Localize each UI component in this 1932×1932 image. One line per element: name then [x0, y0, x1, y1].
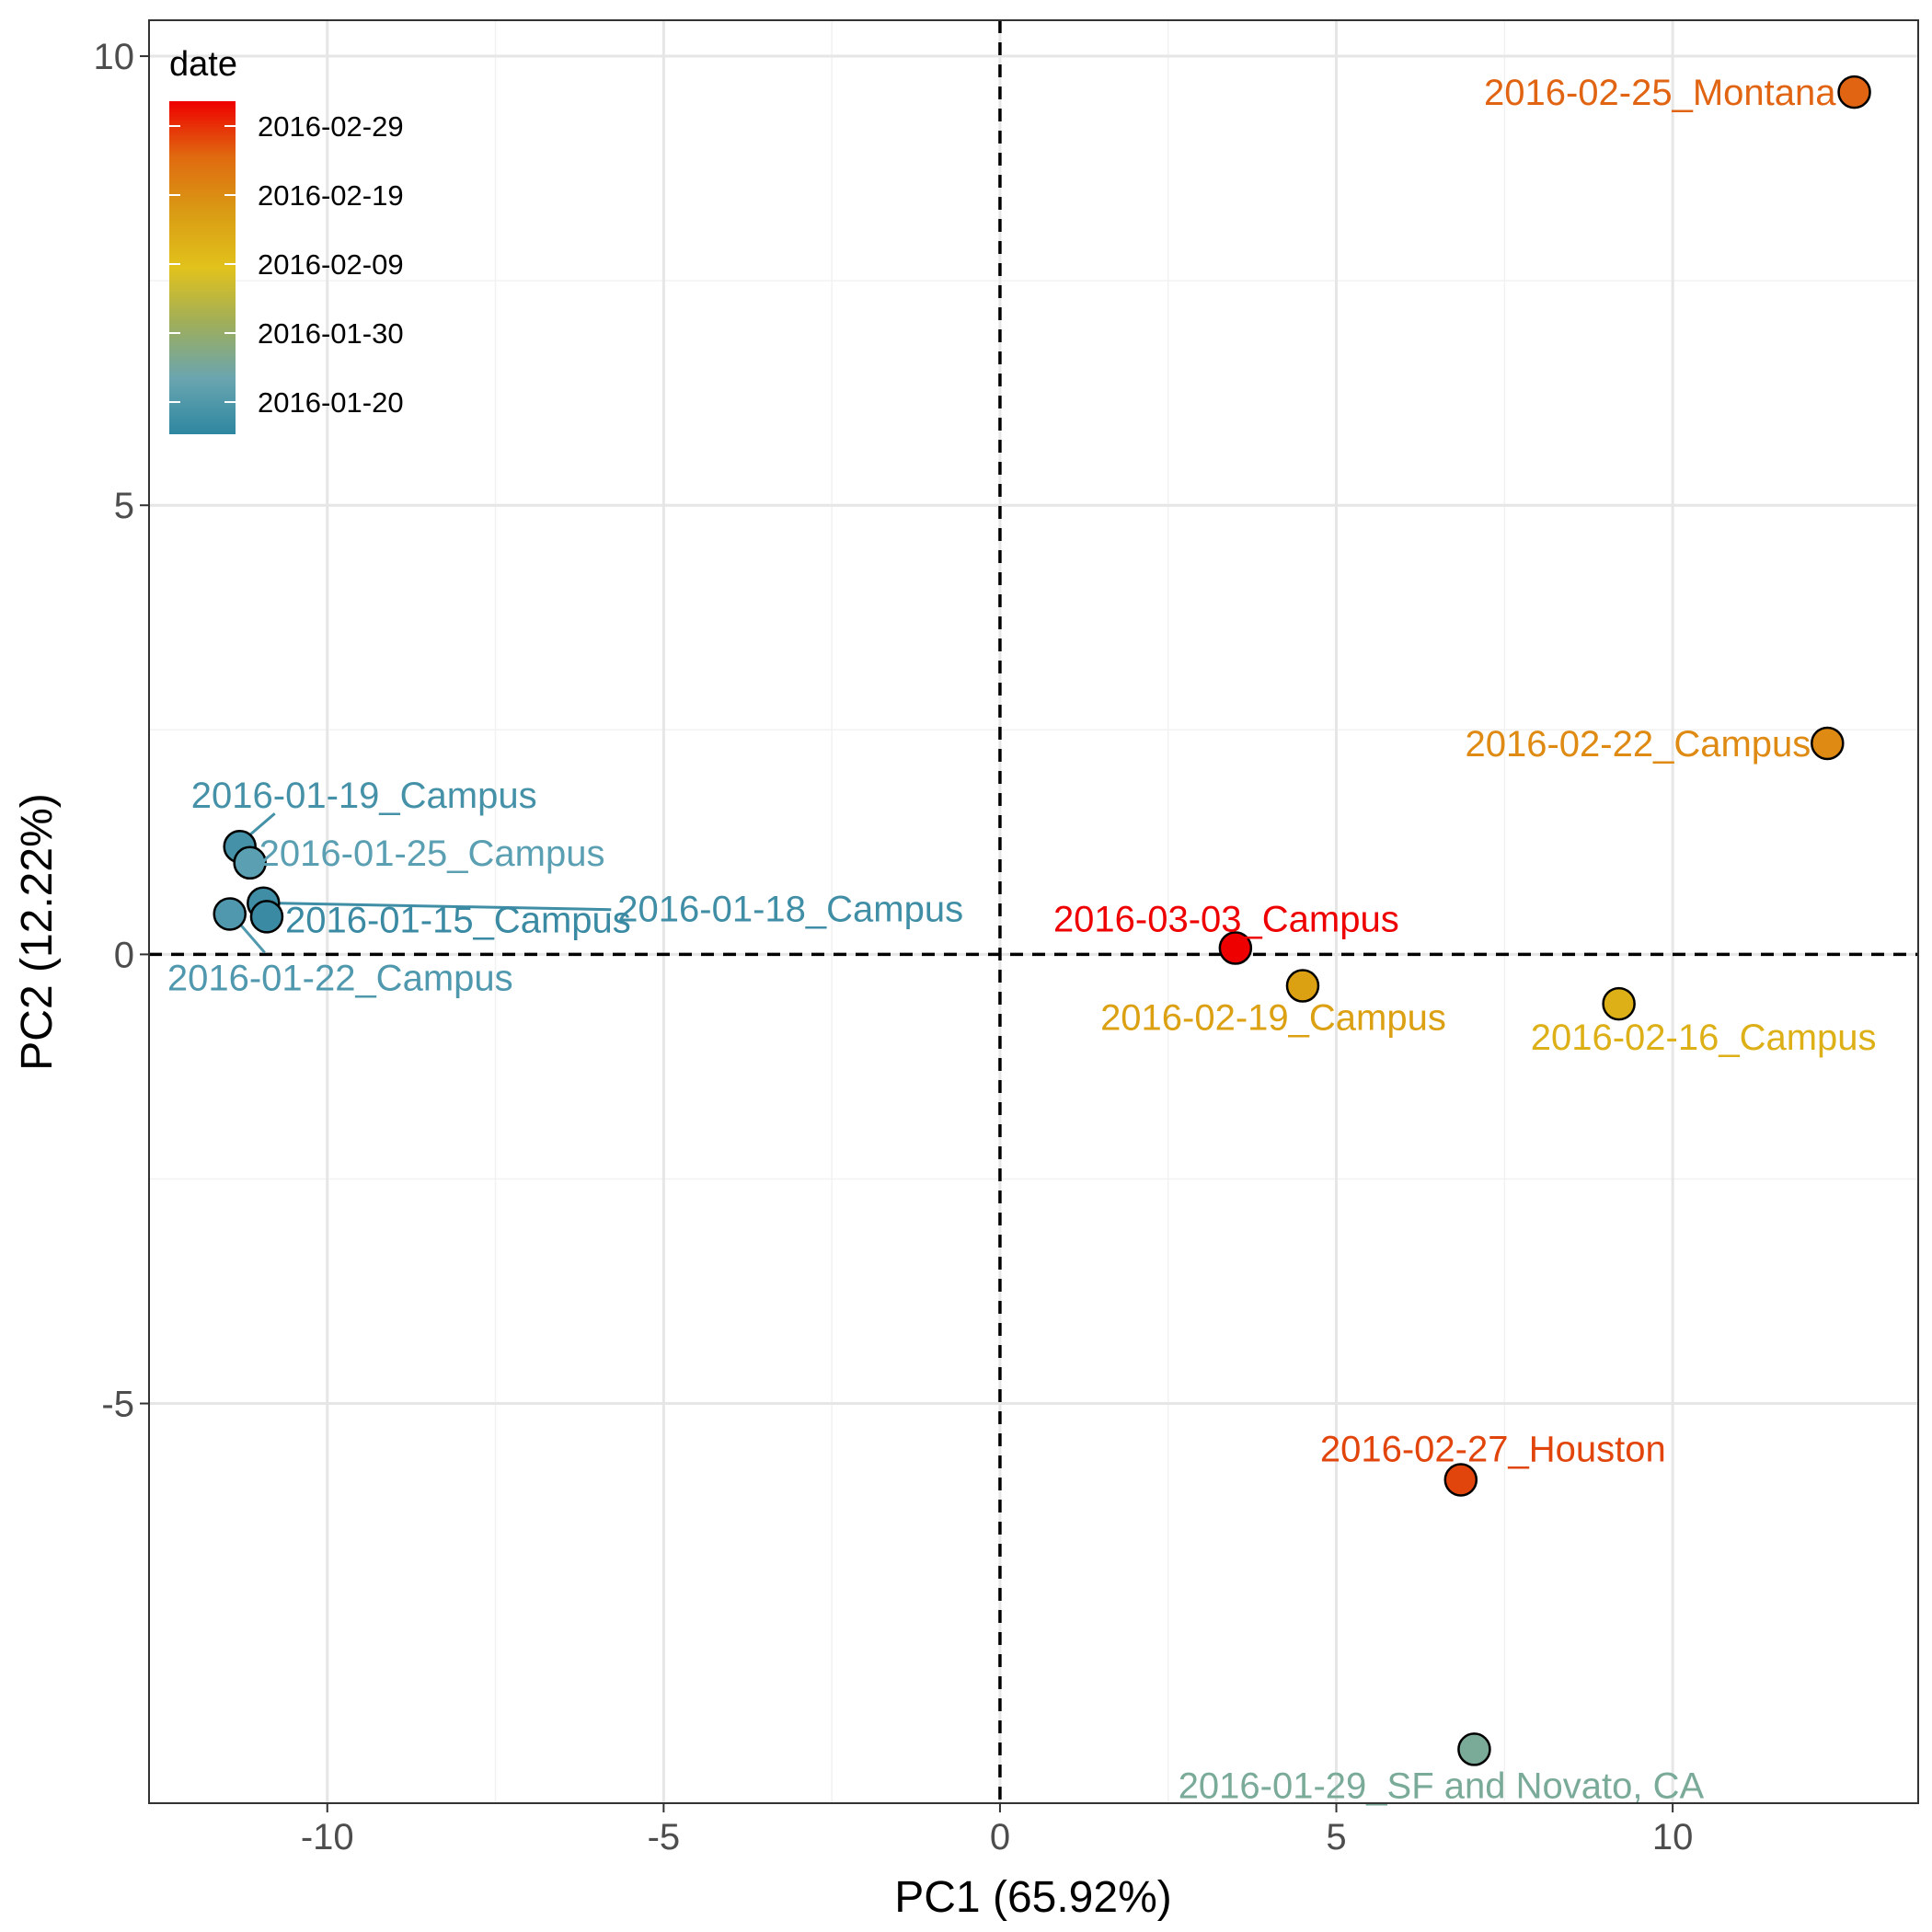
point-label: 2016-02-27_Houston	[1320, 1430, 1666, 1470]
legend-label: 2016-02-09	[258, 248, 404, 281]
x-tick-label: -5	[648, 1817, 681, 1857]
legend-labels: 2016-02-29 2016-02-19 2016-02-09 2016-01-30…	[169, 110, 404, 419]
point-label: 2016-02-16_Campus	[1531, 1018, 1877, 1058]
plot-panel-border	[148, 19, 1919, 1804]
y-tick-label: 10	[94, 37, 135, 77]
point-label: 2016-01-15_Campus	[285, 900, 631, 940]
data-points	[213, 75, 1871, 1766]
scatter-point	[1811, 726, 1845, 761]
point-label: 2016-01-25_Campus	[259, 834, 605, 874]
point-label: 2016-02-22_Campus	[1465, 724, 1811, 765]
leader-line	[239, 924, 266, 954]
scatter-point	[1285, 969, 1320, 1003]
scatter-point	[1443, 1463, 1478, 1497]
scatter-point	[1218, 931, 1253, 965]
legend-title: date	[169, 45, 237, 84]
scatter-point	[1837, 75, 1871, 109]
x-tick-label: 10	[1652, 1817, 1694, 1857]
y-tick-label: 5	[114, 486, 134, 526]
color-legend: date 2016-02-292016-02-192016-02-092016-…	[169, 45, 404, 434]
point-label: 2016-02-25_Montana	[1484, 73, 1836, 113]
legend-label: 2016-02-29	[258, 110, 404, 143]
point-label: 2016-01-29_SF and Novato, CA	[1179, 1765, 1705, 1806]
y-tick-label: -5	[101, 1385, 134, 1425]
point-label: 2016-01-19_Campus	[191, 776, 537, 816]
point-label: 2016-01-18_Campus	[617, 890, 963, 930]
point-label: 2016-02-19_Campus	[1100, 998, 1446, 1039]
x-tick-label: -10	[301, 1817, 354, 1857]
point-label: 2016-01-22_Campus	[167, 958, 513, 998]
grid-lines	[149, 20, 1918, 1803]
leader-line	[280, 902, 612, 912]
x-tick-label: 0	[990, 1817, 1010, 1857]
plot-panel	[149, 20, 1918, 1803]
x-axis-title: PC1 (65.92%)	[894, 1873, 1171, 1922]
point-label: 2016-03-03_Campus	[1053, 900, 1399, 940]
scatter-point	[1457, 1732, 1491, 1766]
y-tick-label: 0	[114, 935, 134, 975]
axis-ticks: -10 -5 0 5 10 -5 0 5 10	[94, 37, 1694, 1857]
y-axis-title: PC2 (12.22%)	[13, 793, 62, 1070]
legend-colorbar	[169, 101, 236, 434]
point-labels: 2016-02-25_Montana 2016-02-22_Campus 2016-…	[167, 73, 1877, 1806]
scatter-point	[213, 897, 247, 931]
reference-lines	[149, 20, 1918, 1803]
leader-line	[247, 812, 276, 837]
legend-label: 2016-01-20	[258, 386, 404, 419]
scatter-point	[233, 845, 267, 880]
x-tick-label: 5	[1326, 1817, 1346, 1857]
scatter-point	[1602, 986, 1636, 1021]
label-leader-lines	[239, 812, 612, 954]
scatter-point	[249, 900, 284, 934]
legend-label: 2016-02-19	[258, 179, 404, 212]
legend-label: 2016-01-30	[258, 317, 404, 350]
